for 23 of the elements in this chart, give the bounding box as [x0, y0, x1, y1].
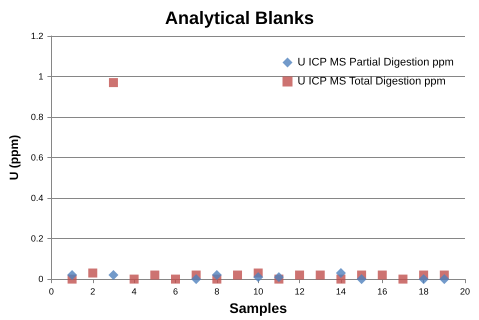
x-axis-title: Samples: [229, 300, 288, 316]
x-tick-label: 14: [336, 286, 346, 297]
x-tick-label: 16: [377, 286, 388, 297]
y-tick-label: 0.2: [30, 234, 44, 244]
x-tick-label: 0: [48, 286, 54, 297]
x-tick-label: 12: [294, 286, 305, 297]
x-tick-label: 6: [172, 286, 178, 297]
y-tick-label: 0: [38, 274, 44, 284]
y-tick-label: 1: [38, 72, 44, 82]
x-tick-label: 10: [253, 286, 264, 297]
x-tick-label: 2: [90, 286, 96, 297]
legend-label: U ICP MS Total Digestion ppm: [298, 76, 446, 88]
legend-label: U ICP MS Partial Digestion ppm: [298, 56, 454, 68]
x-tick-label: 18: [418, 286, 429, 297]
y-tick-label: 0.8: [30, 112, 44, 122]
x-tick-label: 8: [214, 286, 220, 297]
y-tick-label: 0.6: [30, 152, 44, 163]
chart-title: Analytical Blanks: [164, 8, 314, 28]
x-tick-label: 4: [132, 286, 137, 297]
y-axis-title: U (ppm): [7, 134, 21, 180]
y-tick-label: 0.4: [30, 193, 44, 204]
x-tick-label: 20: [460, 286, 470, 297]
y-tick-label: 1.2: [30, 31, 44, 41]
